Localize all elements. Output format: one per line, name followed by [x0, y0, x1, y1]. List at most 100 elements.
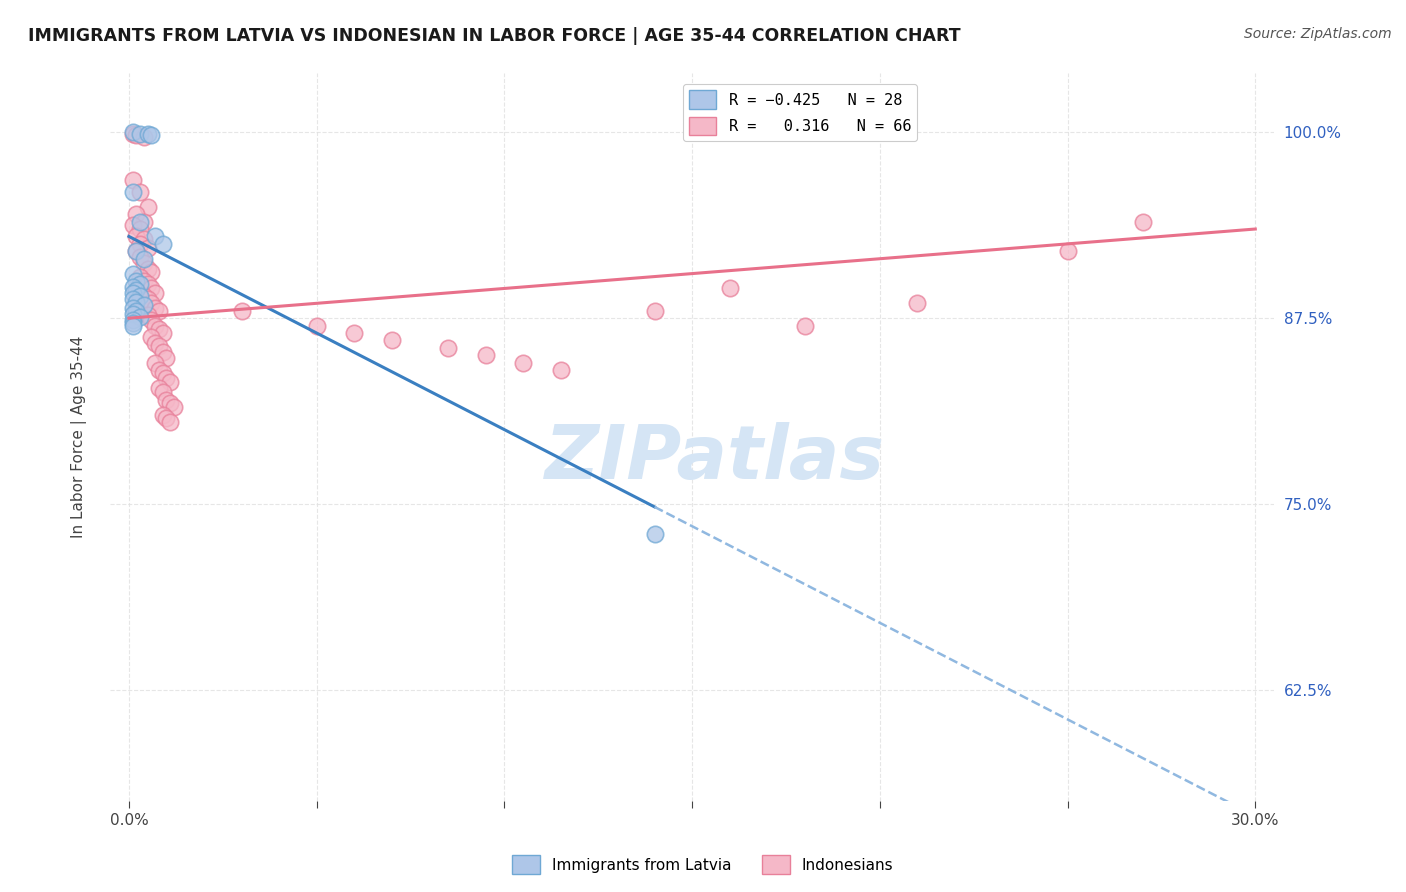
- Point: [152, 385, 174, 400]
- Point: [143, 301, 166, 315]
- Point: [136, 241, 159, 255]
- Point: [136, 200, 159, 214]
- Point: [121, 127, 143, 141]
- Point: [143, 285, 166, 300]
- Point: [125, 274, 148, 288]
- Point: [121, 316, 143, 330]
- Point: [148, 381, 170, 395]
- Point: [121, 280, 143, 294]
- Point: [121, 292, 143, 306]
- Point: [793, 318, 815, 333]
- Point: [148, 363, 170, 377]
- Y-axis label: In Labor Force | Age 35-44: In Labor Force | Age 35-44: [72, 336, 87, 538]
- Point: [136, 127, 159, 141]
- Point: [121, 185, 143, 199]
- Point: [121, 218, 143, 232]
- Point: [155, 392, 177, 407]
- Point: [305, 318, 328, 333]
- Point: [132, 274, 155, 288]
- Text: ZIPatlas: ZIPatlas: [546, 423, 886, 495]
- Point: [152, 345, 174, 359]
- Point: [1056, 244, 1078, 259]
- Point: [143, 229, 166, 244]
- Point: [129, 250, 152, 264]
- Point: [129, 214, 152, 228]
- Point: [129, 289, 152, 303]
- Point: [148, 303, 170, 318]
- Point: [132, 214, 155, 228]
- Point: [159, 375, 181, 389]
- Point: [141, 128, 163, 143]
- Text: IMMIGRANTS FROM LATVIA VS INDONESIAN IN LABOR FORCE | AGE 35-44 CORRELATION CHAR: IMMIGRANTS FROM LATVIA VS INDONESIAN IN …: [28, 27, 960, 45]
- Point: [437, 341, 460, 355]
- Point: [125, 244, 148, 259]
- Point: [152, 366, 174, 380]
- Point: [163, 401, 186, 415]
- Point: [148, 339, 170, 353]
- Point: [132, 252, 155, 266]
- Point: [132, 256, 155, 270]
- Point: [121, 267, 143, 281]
- Point: [136, 277, 159, 291]
- Point: [644, 303, 666, 318]
- Point: [121, 301, 143, 315]
- Point: [136, 262, 159, 277]
- Point: [152, 236, 174, 251]
- Point: [1132, 214, 1154, 228]
- Point: [121, 312, 143, 326]
- Point: [129, 185, 152, 199]
- Text: Source: ZipAtlas.com: Source: ZipAtlas.com: [1244, 27, 1392, 41]
- Point: [125, 294, 148, 309]
- Point: [125, 128, 148, 143]
- Point: [159, 396, 181, 410]
- Point: [231, 303, 253, 318]
- Point: [132, 298, 155, 312]
- Point: [129, 269, 152, 284]
- Point: [343, 326, 366, 340]
- Point: [143, 318, 166, 333]
- Point: [125, 229, 148, 244]
- Point: [125, 303, 148, 318]
- Point: [143, 336, 166, 351]
- Point: [718, 281, 741, 295]
- Point: [141, 265, 163, 279]
- Point: [155, 351, 177, 366]
- Point: [121, 125, 143, 139]
- Point: [129, 222, 152, 236]
- Point: [125, 207, 148, 221]
- Point: [136, 308, 159, 322]
- Point: [644, 526, 666, 541]
- Point: [121, 285, 143, 300]
- Point: [148, 321, 170, 335]
- Point: [381, 334, 404, 348]
- Legend: R = −0.425   N = 28, R =   0.316   N = 66: R = −0.425 N = 28, R = 0.316 N = 66: [683, 84, 917, 142]
- Point: [152, 408, 174, 422]
- Point: [132, 232, 155, 246]
- Point: [141, 281, 163, 295]
- Point: [141, 296, 163, 310]
- Point: [125, 283, 148, 297]
- Point: [512, 356, 534, 370]
- Point: [155, 410, 177, 425]
- Point: [905, 296, 928, 310]
- Legend: Immigrants from Latvia, Indonesians: Immigrants from Latvia, Indonesians: [506, 849, 900, 880]
- Point: [141, 330, 163, 344]
- Point: [152, 326, 174, 340]
- Point: [129, 310, 152, 324]
- Point: [121, 307, 143, 321]
- Point: [129, 127, 152, 141]
- Point: [132, 129, 155, 144]
- Point: [129, 277, 152, 291]
- Point: [159, 415, 181, 429]
- Point: [125, 244, 148, 259]
- Point: [155, 370, 177, 384]
- Point: [121, 318, 143, 333]
- Point: [143, 356, 166, 370]
- Point: [132, 289, 155, 303]
- Point: [129, 236, 152, 251]
- Point: [141, 312, 163, 326]
- Point: [550, 363, 572, 377]
- Point: [121, 173, 143, 187]
- Point: [474, 348, 496, 362]
- Point: [136, 292, 159, 306]
